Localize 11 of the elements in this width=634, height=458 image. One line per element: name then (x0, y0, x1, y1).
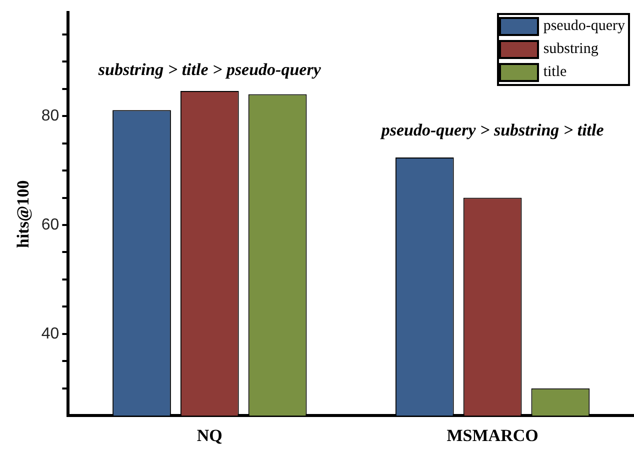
annotation: pseudo-query > substring > title (379, 120, 604, 140)
x-tick-label: NQ (196, 426, 222, 446)
x-tick-label: MSMARCO (446, 426, 538, 446)
y-axis-title: hits@100 (14, 180, 33, 248)
legend-label: substring (543, 41, 600, 58)
annotation: substring > title > pseudo-query (97, 60, 322, 80)
legend-label: pseudo-query (543, 18, 626, 35)
y-tick-label: 80 (41, 107, 60, 124)
y-tick-label: 60 (41, 216, 60, 234)
y-tick-label: 40 (41, 325, 60, 342)
legend-label: title (543, 64, 568, 81)
